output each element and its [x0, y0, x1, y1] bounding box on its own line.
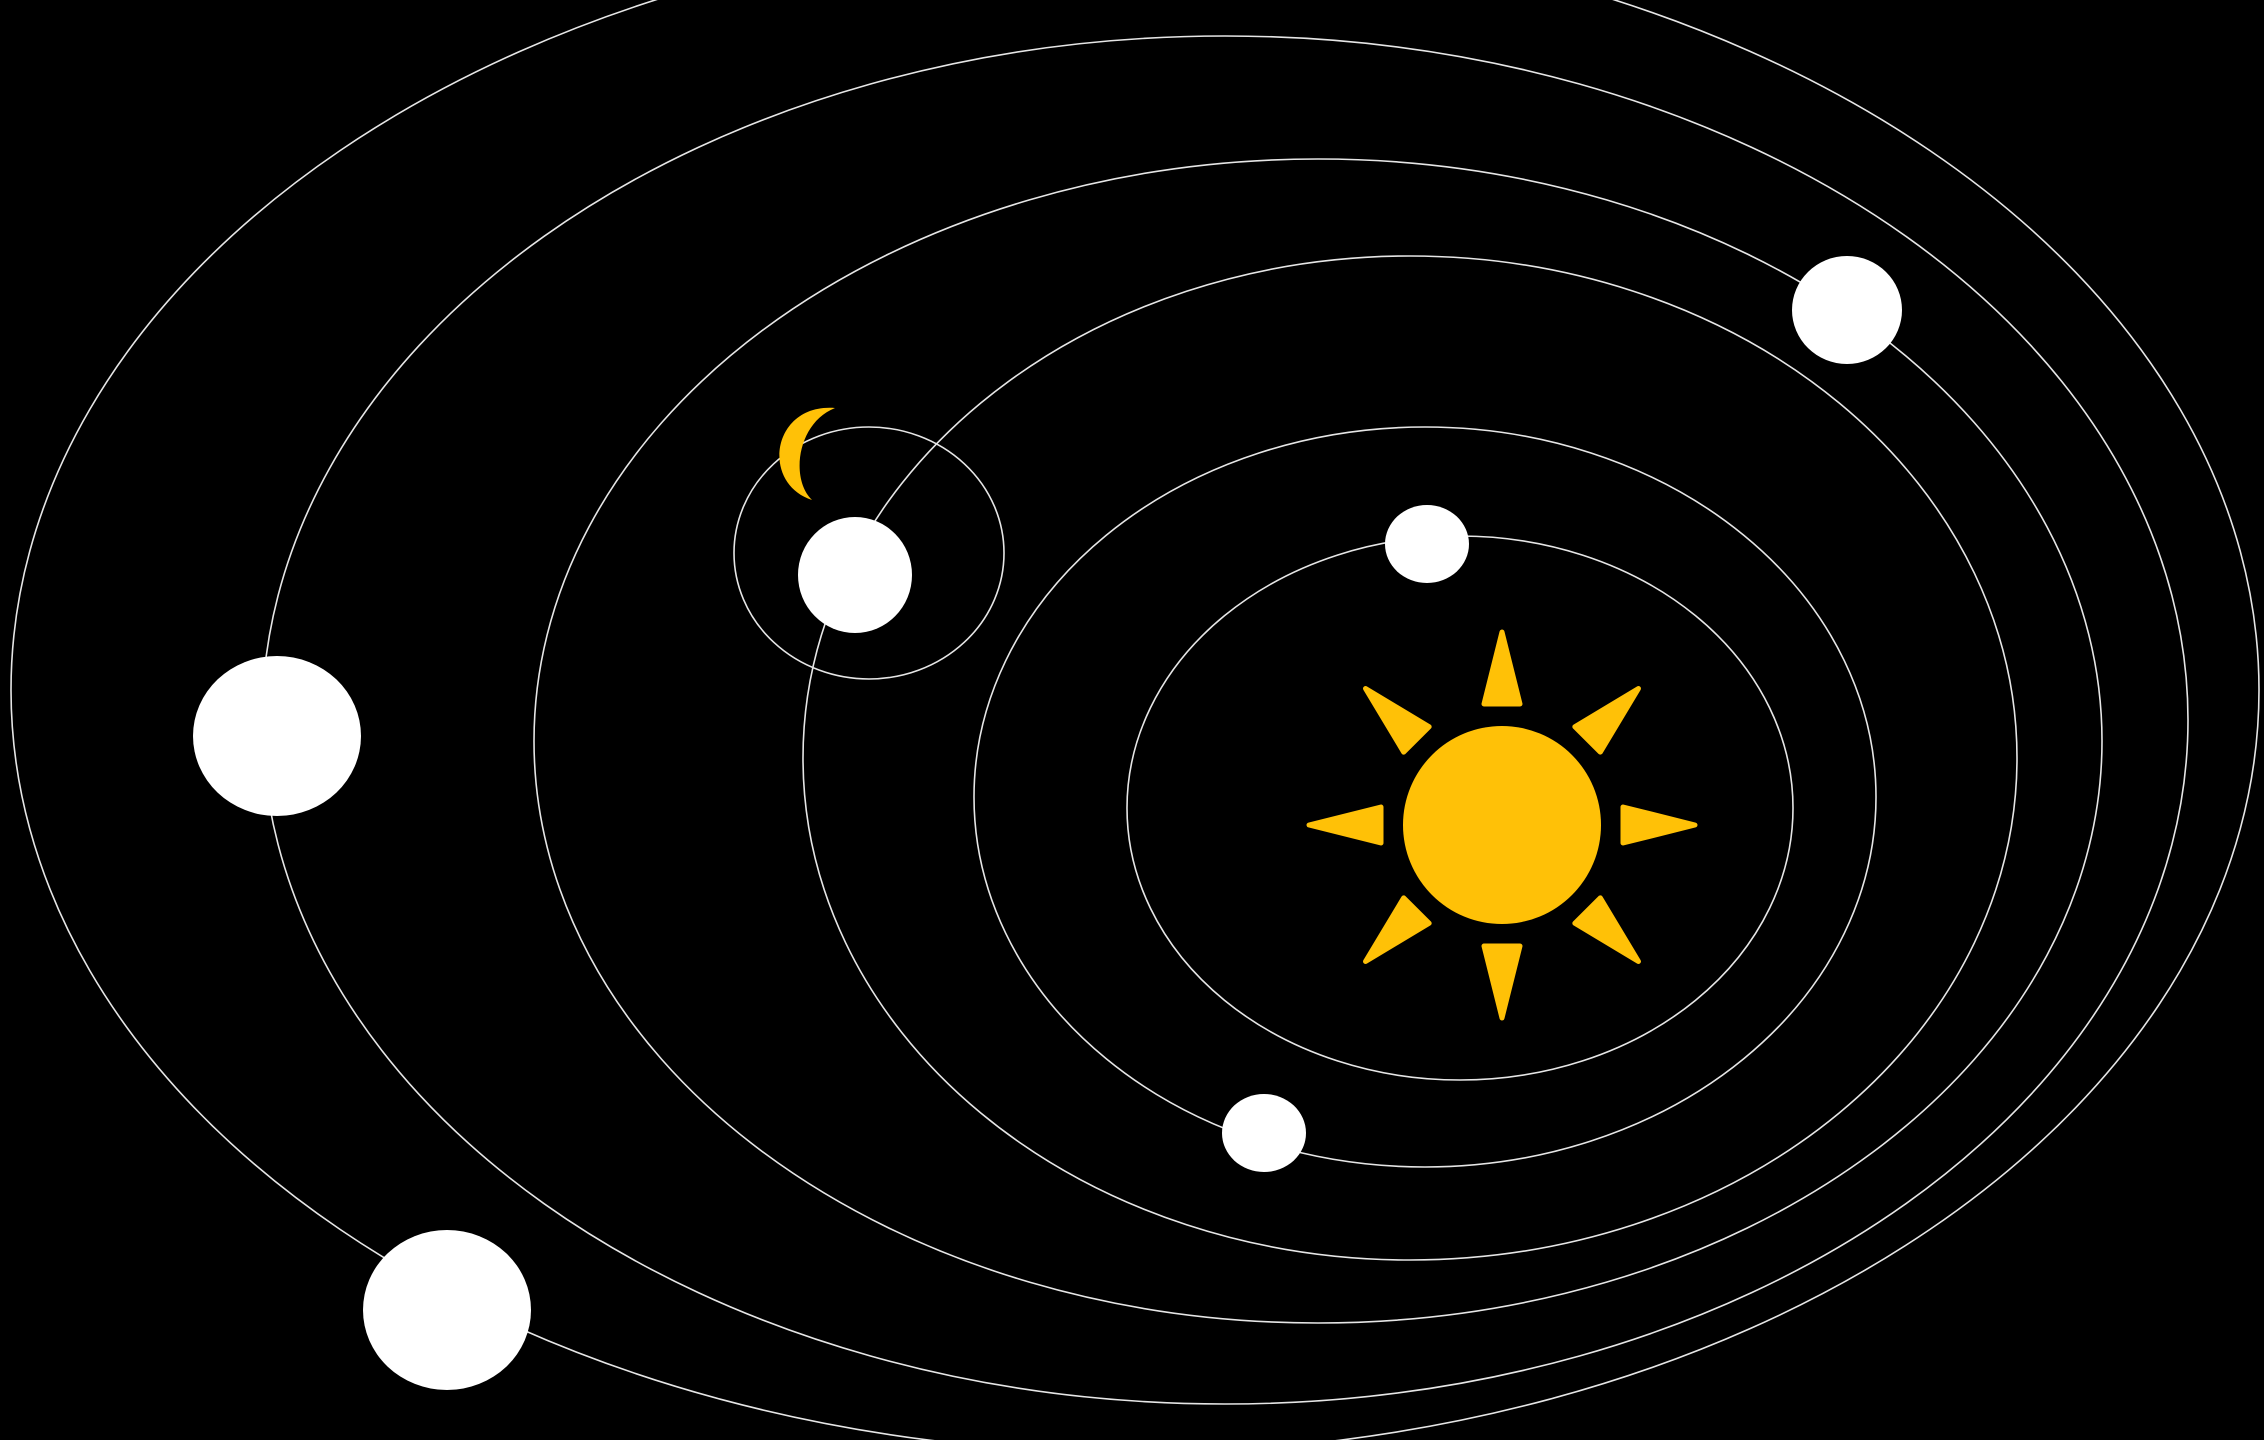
orbit-5: [261, 35, 2189, 1405]
sun-rays: [1306, 629, 1698, 1021]
orbit-6: [10, 0, 2260, 1440]
orbit-3: [802, 255, 2018, 1261]
planet-earth: [798, 517, 912, 633]
moon-orbit: [733, 426, 1005, 680]
sun-ray: [1572, 895, 1641, 964]
orbit-4: [533, 158, 2103, 1324]
sun-ray: [1363, 895, 1432, 964]
crescent-moon-icon: [779, 407, 835, 500]
orbit-2: [973, 426, 1877, 1168]
sun-ray: [1363, 686, 1432, 755]
planet-6: [363, 1230, 531, 1390]
planet-4: [1792, 256, 1902, 364]
sun-core: [1403, 726, 1601, 924]
sun-ray: [1481, 629, 1523, 707]
planet-1: [1385, 505, 1469, 583]
sun-icon: [1306, 629, 1698, 1021]
sun-ray: [1306, 804, 1384, 846]
sun-ray: [1572, 686, 1641, 755]
planet-2: [1222, 1094, 1306, 1172]
sun-ray: [1481, 943, 1523, 1021]
sun-ray: [1620, 804, 1698, 846]
planets: [193, 256, 1902, 1390]
planet-5: [193, 656, 361, 816]
